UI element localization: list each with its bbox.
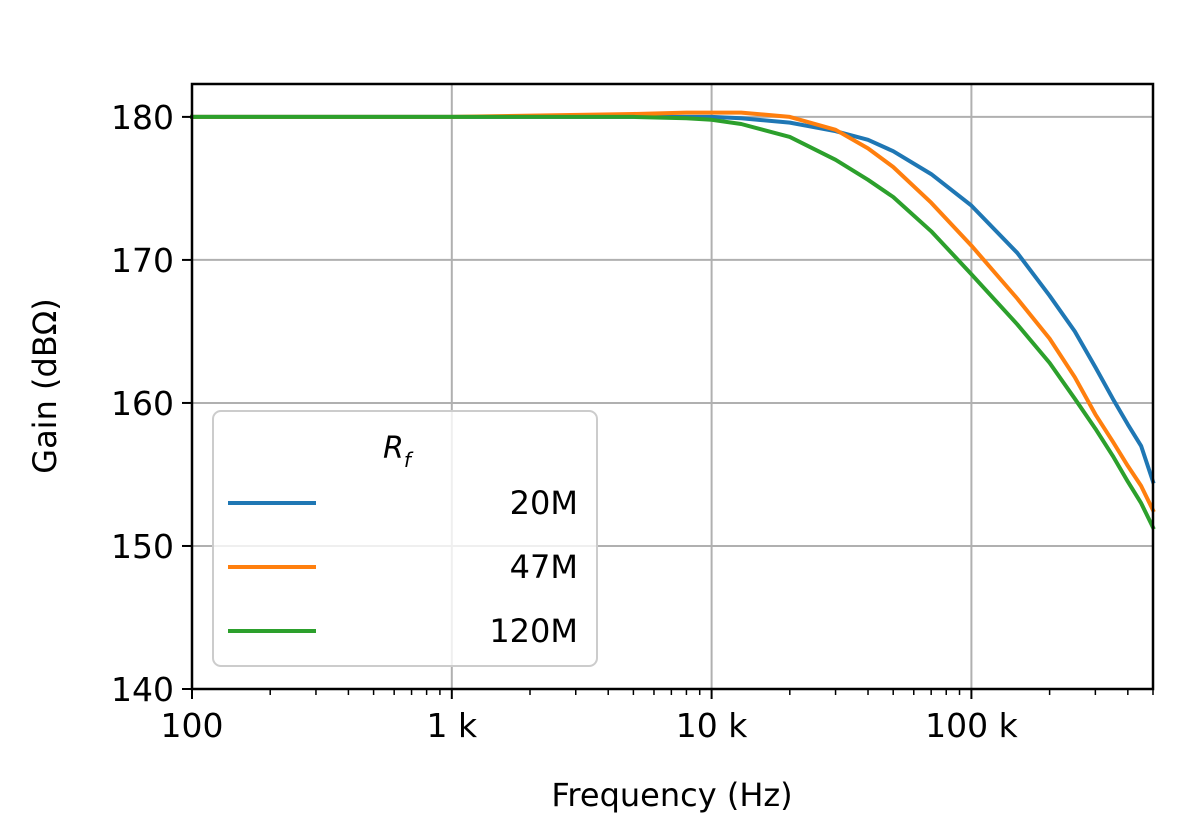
legend-label-20M: 20M bbox=[510, 484, 578, 522]
y-tick-label: 160 bbox=[111, 384, 174, 423]
legend-label-120M: 120M bbox=[489, 612, 578, 650]
series-lines bbox=[190, 110, 1156, 531]
legend-box bbox=[212, 410, 598, 667]
tick-labels: 100 1 k 10 k 100 k 140 150 160 170 180 bbox=[111, 98, 1019, 745]
y-tick-label: 170 bbox=[111, 241, 174, 280]
plot-frame bbox=[190, 82, 1155, 691]
y-tick-label: 140 bbox=[111, 670, 174, 709]
y-axis-title: Gain (dBΩ) bbox=[26, 298, 64, 473]
y-tick-label: 180 bbox=[111, 98, 174, 137]
axis-ticks bbox=[182, 115, 1154, 699]
y-tick-label: 150 bbox=[111, 527, 174, 566]
x-tick-label: 100 k bbox=[925, 706, 1018, 745]
x-tick-label: 10 k bbox=[676, 706, 748, 745]
legend-entries: 20M 47M 120M bbox=[228, 484, 578, 650]
series-line-47M bbox=[190, 110, 1156, 513]
x-axis-title: Frequency (Hz) bbox=[551, 776, 792, 814]
x-tick-label: 100 bbox=[161, 706, 224, 745]
x-tick-label: 1 k bbox=[426, 706, 477, 745]
series-line-120M bbox=[190, 114, 1156, 531]
legend-label-47M: 47M bbox=[510, 548, 578, 586]
